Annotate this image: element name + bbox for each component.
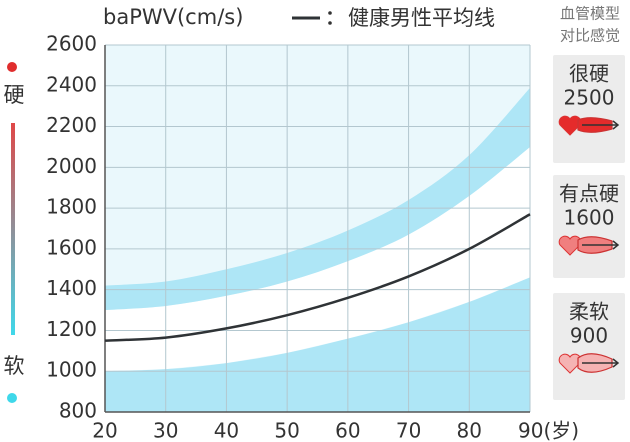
soft-dot [7,393,17,403]
y-tick-label: 1600 [46,235,97,259]
y-tick-label: 1800 [46,195,97,219]
flow-arrow [582,358,620,368]
x-tick-label: 90(岁) [518,419,579,442]
x-tick-label: 70 [396,419,421,442]
y-tick-label: 2000 [46,154,97,178]
band-gap [105,146,530,372]
y-tick-label: 1000 [46,358,97,382]
x-tick-label: 60 [335,419,360,442]
model-label: 很硬 [569,62,609,86]
model-label: 柔软 [569,300,609,324]
model-label: 有点硬 [559,182,619,206]
x-tick-label: 50 [274,419,299,442]
plot-area: 800 1000 1200 1400 1600 1800 2000 2200 2400 2600 2… [46,32,579,442]
model-value: 1600 [564,206,615,230]
flow-arrow [582,120,620,130]
y-tick-label: 2400 [46,72,97,96]
legend-colon [328,21,332,25]
y-tick-label: 1200 [46,317,97,341]
soft-label: 软 [4,354,25,378]
model-card [553,293,625,400]
model-value: 900 [570,324,608,348]
band [105,87,530,311]
legend-label: 健康男性平均线 [348,6,495,30]
x-tick-label: 20 [92,419,117,442]
legend-colon [328,11,332,15]
y-tick-label: 800 [59,399,97,423]
model-card [553,55,625,163]
hardness-bar [11,123,15,335]
y-tick-label: 2600 [46,32,97,56]
x-tick-label: 40 [214,419,239,442]
x-tick-label: 30 [153,419,178,442]
band [105,277,530,412]
x-tick-label: 80 [457,419,482,442]
y-tick-label: 1400 [46,276,97,300]
hard-dot [7,62,17,72]
chart-title: baPWV(cm/s) [103,5,243,29]
panel-title: 血管模型 [560,5,620,23]
flow-arrow [582,240,620,250]
y-tick-label: 2200 [46,113,97,137]
panel-title: 对比感觉 [560,27,620,45]
average-line [104,213,531,342]
model-value: 2500 [564,86,615,110]
hard-label: 硬 [4,83,25,107]
